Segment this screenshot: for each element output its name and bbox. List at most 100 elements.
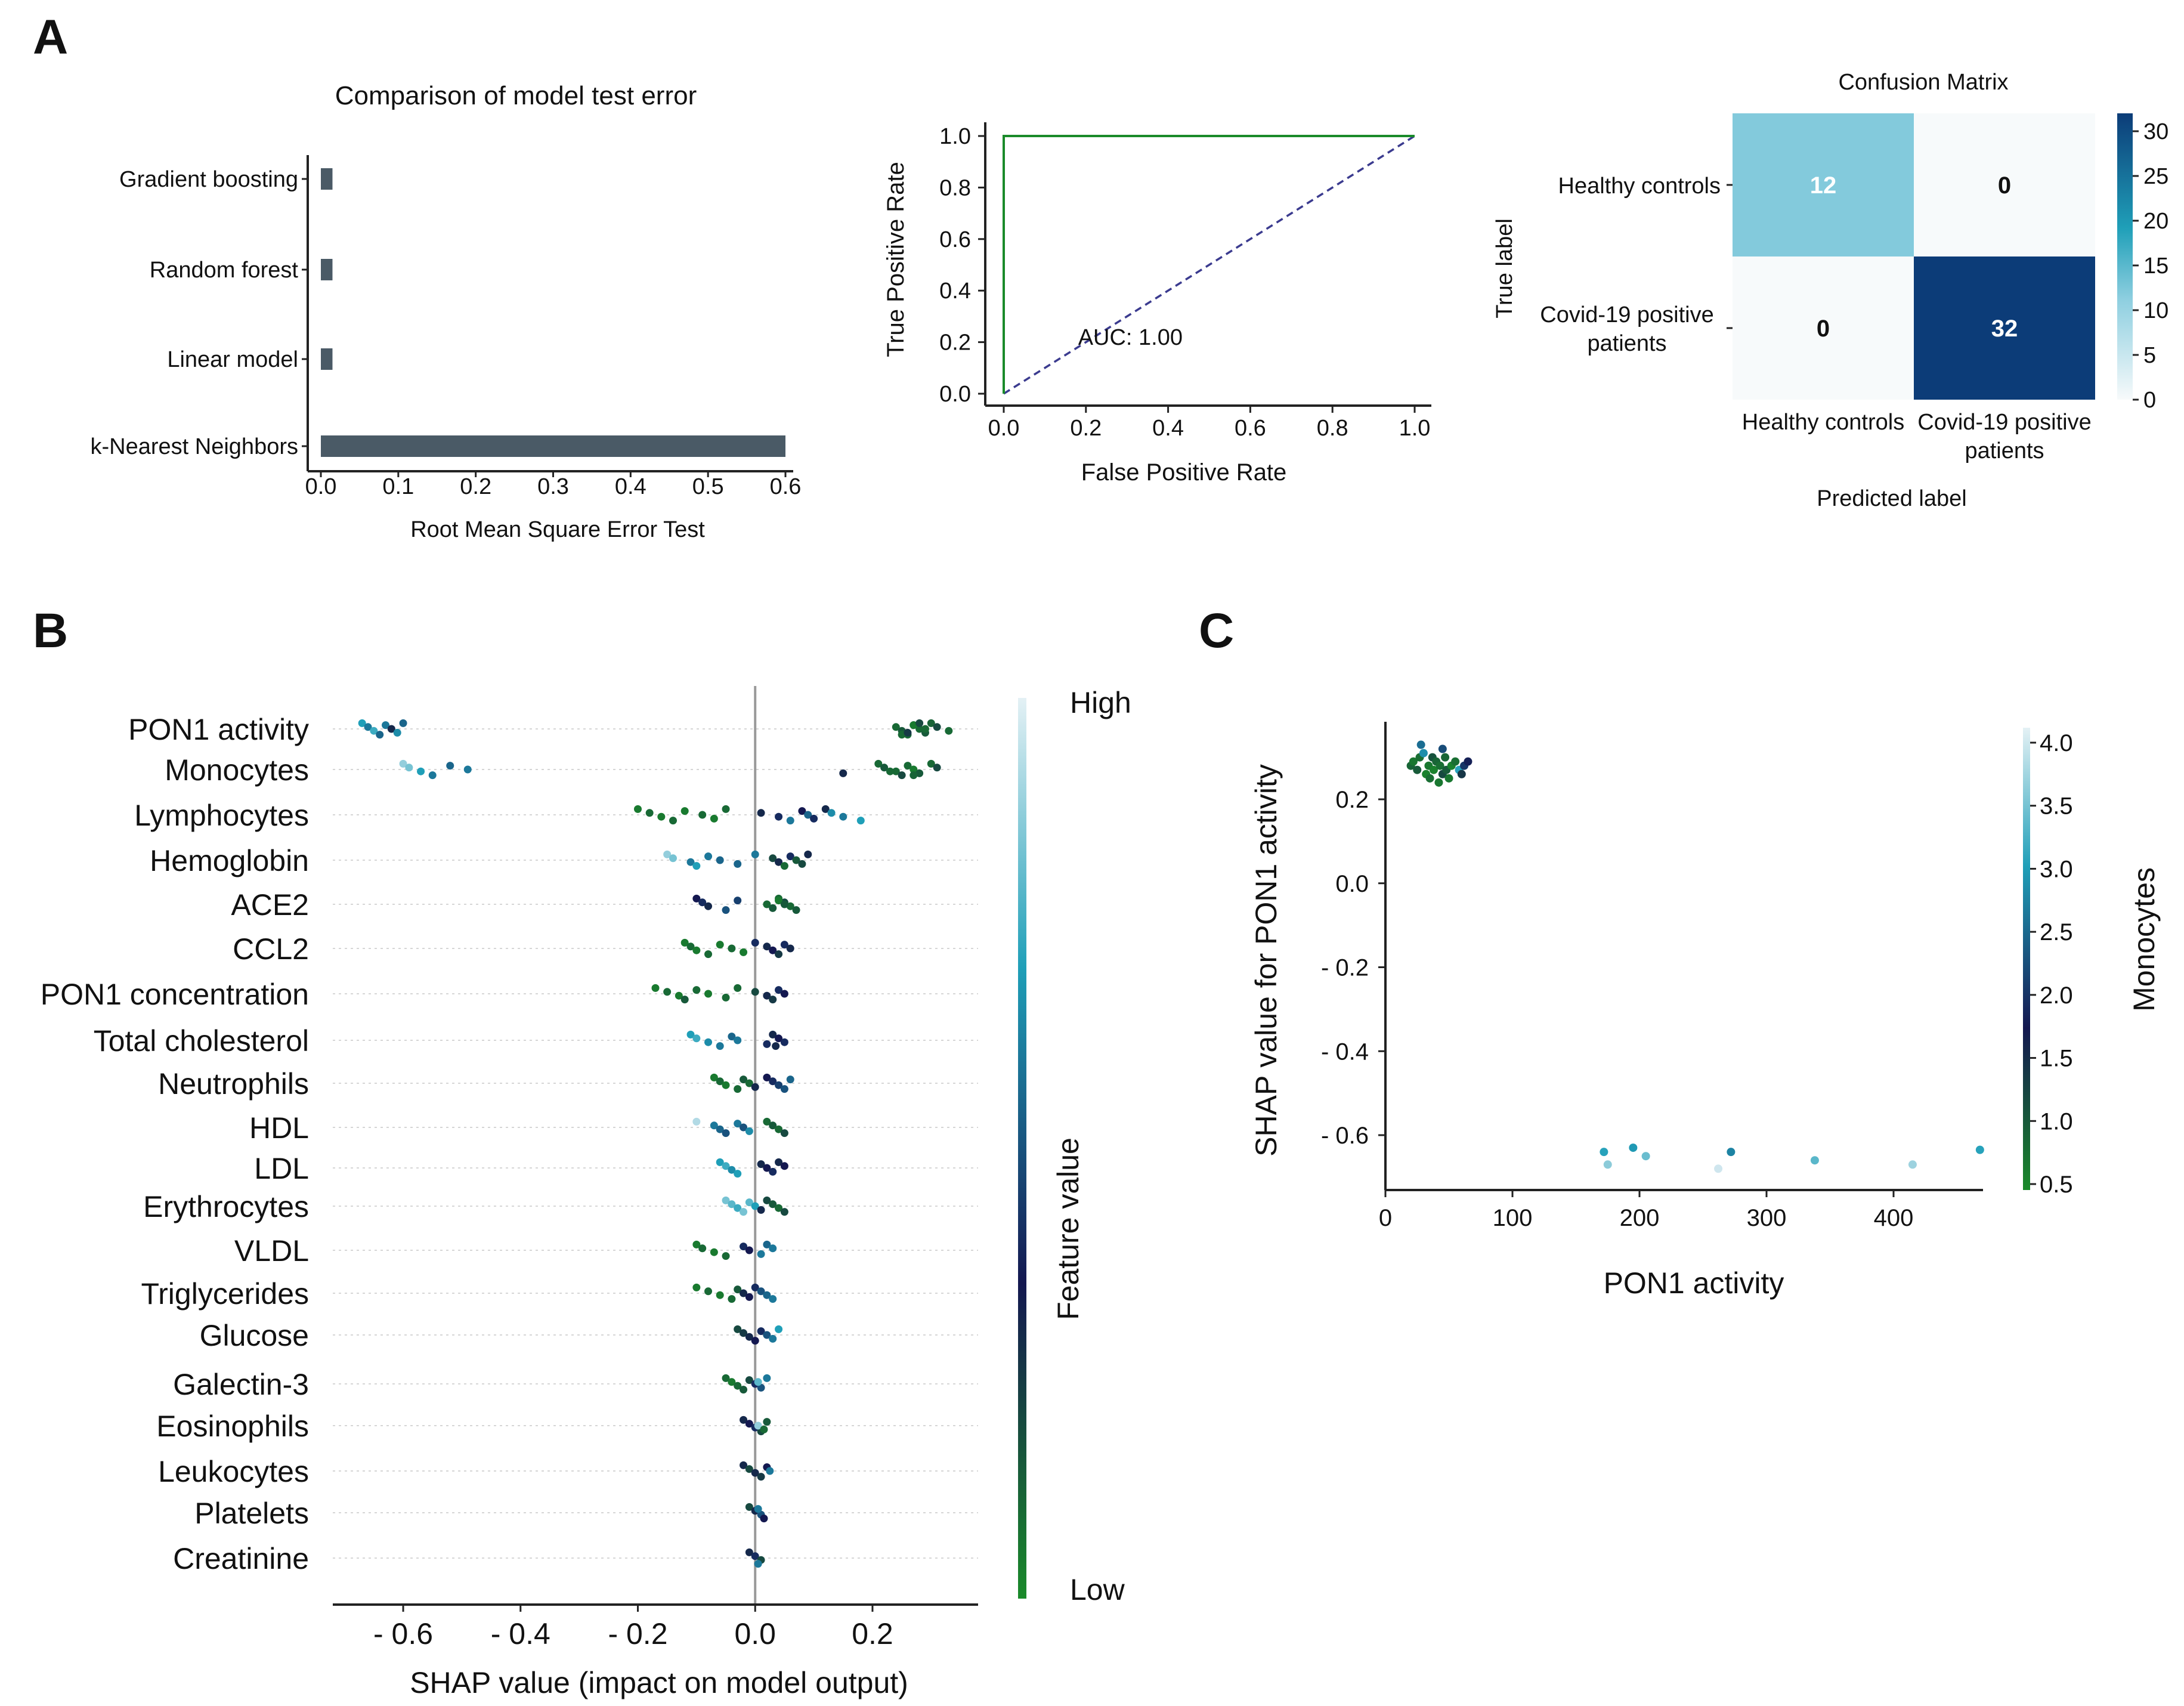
shap-point bbox=[769, 904, 777, 912]
shap-point bbox=[757, 1383, 765, 1392]
shap-point bbox=[745, 1376, 753, 1384]
shap-feature-label: Monocytes bbox=[165, 753, 309, 787]
cm-cell-value: 0 bbox=[1998, 172, 2011, 199]
rmse-xtick-label: 0.0 bbox=[305, 474, 337, 499]
cm-cell-value: 32 bbox=[1991, 316, 2018, 342]
shap-point bbox=[745, 1246, 753, 1254]
shap-feature-label: Glucose bbox=[200, 1319, 309, 1352]
cm-cell-value: 0 bbox=[1817, 316, 1830, 342]
shap-feature-label: Leukocytes bbox=[158, 1455, 309, 1488]
shap-point bbox=[722, 1374, 730, 1382]
cm-col-label: Covid-19 positive bbox=[1917, 410, 2091, 435]
shap-colorbar-label: Feature value bbox=[1051, 1138, 1085, 1320]
shap-point bbox=[769, 1167, 777, 1176]
shap-point bbox=[722, 1162, 730, 1170]
dep-point bbox=[1434, 778, 1443, 787]
shap-point bbox=[393, 728, 401, 737]
rmse-bar bbox=[321, 348, 333, 370]
shap-point bbox=[740, 1243, 748, 1251]
shap-point bbox=[692, 1240, 701, 1248]
shap-point bbox=[763, 1117, 771, 1126]
shap-point bbox=[704, 950, 713, 959]
shap-point bbox=[745, 1420, 753, 1428]
shap-feature-label: Creatinine bbox=[173, 1542, 309, 1575]
shap-point bbox=[728, 1200, 736, 1209]
shap-point bbox=[821, 805, 830, 813]
rmse-category-label: Random forest bbox=[150, 258, 299, 283]
confusion-matrix-chart: Confusion Matrix 12 0 0 32 Healthy controls C… bbox=[1492, 70, 2168, 511]
cm-cell bbox=[1914, 256, 2095, 400]
shap-point bbox=[651, 984, 660, 992]
shap-point bbox=[686, 858, 695, 866]
cm-title: Confusion Matrix bbox=[1838, 70, 2008, 95]
shap-colorbar-low: Low bbox=[1070, 1573, 1125, 1606]
rmse-xtick-label: 0.4 bbox=[615, 474, 646, 499]
shap-feature-label: Total cholesterol bbox=[94, 1024, 309, 1058]
shap-point bbox=[757, 1327, 765, 1336]
cm-colorbar-tick-label: 15 bbox=[2143, 254, 2168, 279]
shap-point bbox=[904, 728, 912, 737]
shap-point bbox=[786, 944, 794, 953]
shap-point bbox=[740, 1123, 748, 1132]
shap-point bbox=[751, 988, 759, 996]
shap-point bbox=[775, 1081, 783, 1089]
dep-point bbox=[1425, 774, 1434, 783]
dep-colorbar bbox=[2023, 728, 2030, 1190]
dep-point bbox=[1416, 740, 1425, 749]
dep-point bbox=[1975, 1145, 1984, 1154]
shap-point bbox=[686, 942, 695, 951]
shap-feature-label: Hemoglobin bbox=[150, 844, 309, 877]
dep-point bbox=[1629, 1143, 1638, 1152]
shap-point bbox=[376, 731, 384, 739]
shap-feature-label: Lymphocytes bbox=[134, 799, 309, 832]
shap-point bbox=[763, 1240, 771, 1248]
shap-point bbox=[751, 938, 759, 947]
dep-colorbar-tick-label: 1.5 bbox=[2040, 1046, 2073, 1072]
roc-curve-chart: 0.0 0.2 0.4 0.6 0.8 1.0 0.0 0.2 0.4 0.6 0.8 1.0 AUC… bbox=[883, 122, 1431, 486]
shap-point bbox=[710, 1073, 718, 1081]
shap-point bbox=[446, 762, 454, 770]
dep-point bbox=[1457, 769, 1466, 778]
dep-colorbar-tick-label: 3.5 bbox=[2040, 793, 2073, 820]
shap-point bbox=[874, 759, 883, 768]
shap-point bbox=[839, 769, 847, 777]
shap-point bbox=[722, 805, 730, 813]
shap-point bbox=[716, 1077, 724, 1086]
shap-point bbox=[745, 1548, 753, 1556]
shap-point bbox=[740, 1416, 748, 1424]
shap-point bbox=[704, 990, 713, 998]
shap-point bbox=[716, 941, 724, 949]
dep-colorbar-tick-label: 2.5 bbox=[2040, 919, 2073, 945]
rmse-category-label: Gradient boosting bbox=[119, 167, 298, 192]
roc-xtick-label: 0.6 bbox=[1235, 416, 1266, 441]
shap-feature-label: HDL bbox=[249, 1111, 309, 1145]
shap-point bbox=[798, 807, 806, 815]
shap-point bbox=[740, 1289, 748, 1297]
dep-point bbox=[1438, 744, 1447, 753]
shap-point bbox=[763, 1418, 771, 1426]
shap-point bbox=[804, 850, 812, 858]
dep-point bbox=[1429, 765, 1438, 774]
shap-point bbox=[775, 1125, 783, 1133]
roc-ytick-label: 0.8 bbox=[939, 175, 971, 200]
dep-xtick-label: 100 bbox=[1493, 1205, 1533, 1231]
dep-point bbox=[1908, 1160, 1917, 1169]
roc-curve-line bbox=[1003, 135, 1415, 394]
dep-point bbox=[1444, 774, 1453, 783]
shap-point bbox=[757, 1473, 765, 1481]
shap-point bbox=[775, 1325, 783, 1333]
shap-point bbox=[692, 862, 701, 870]
dep-colorbar-tick-label: 4.0 bbox=[2040, 730, 2073, 756]
shap-point bbox=[892, 723, 900, 731]
shap-point bbox=[754, 1378, 762, 1386]
shap-point bbox=[751, 1469, 759, 1477]
shap-point bbox=[710, 1121, 718, 1130]
shap-point bbox=[780, 1038, 788, 1046]
shap-point bbox=[763, 991, 771, 1000]
dep-colorbar-tick-label: 2.0 bbox=[2040, 982, 2073, 1009]
shap-feature-label: Eosinophils bbox=[156, 1410, 309, 1443]
shap-point bbox=[734, 1325, 742, 1333]
shap-point bbox=[751, 850, 759, 858]
shap-point bbox=[786, 852, 794, 861]
